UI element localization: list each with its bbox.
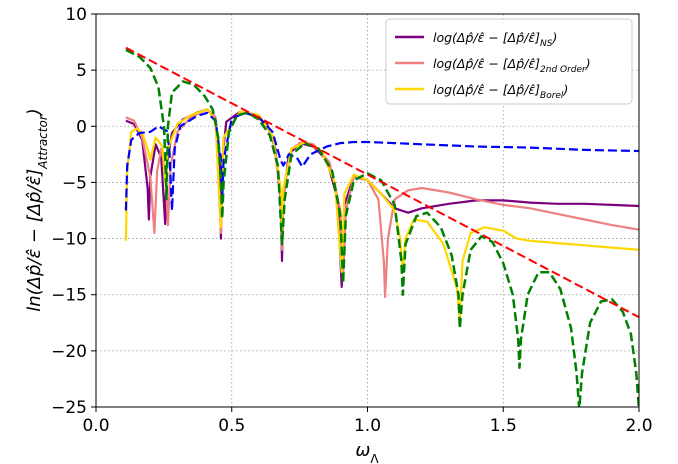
y-tick-label: 10 [65,5,87,25]
x-tick-label: 2.0 [625,416,652,436]
legend-label: log(Δp̂/ε̂ − [Δp̂/ε̂]Borel) [433,82,568,101]
x-tick-label: 0.0 [82,416,109,436]
legend-label: log(Δp̂/ε̂ − [Δp̂/ε̂]2nd Order) [433,56,591,75]
series-line-ns [125,108,639,288]
y-tick-label: 0 [76,117,87,137]
series-group [124,46,639,407]
series-line-green_dashed [125,48,639,407]
series-line-red_envelope [125,46,639,319]
x-tick-label: 0.5 [218,416,245,436]
y-tick-label: −25 [51,398,87,418]
y-axis-label: ln(Δp̂/ε̂ − [Δp̂/ε̂]Attractor) [24,108,50,312]
y-tick-label: −20 [51,342,87,362]
x-tick-label: 1.0 [354,416,381,436]
y-axis: 10 5 0 −5 −10 −15 −20 −25 [51,5,96,418]
series-line-attractor_reference [124,111,639,212]
x-axis: 0.0 0.5 1.0 1.5 2.0 [82,407,653,436]
y-tick-label: −5 [62,173,87,193]
x-axis-label: ωΛ [355,440,379,464]
x-tick-label: 1.5 [490,416,517,436]
y-tick-label: −15 [51,286,87,306]
legend-label: log(Δp̂/ε̂ − [Δp̂/ε̂]NS) [433,30,557,49]
y-tick-label: 5 [76,61,87,81]
legend: log(Δp̂/ε̂ − [Δp̂/ε̂]NS) log(Δp̂/ε̂ − [Δp… [385,18,633,105]
y-tick-label: −10 [51,230,87,250]
legend-box [385,18,633,105]
